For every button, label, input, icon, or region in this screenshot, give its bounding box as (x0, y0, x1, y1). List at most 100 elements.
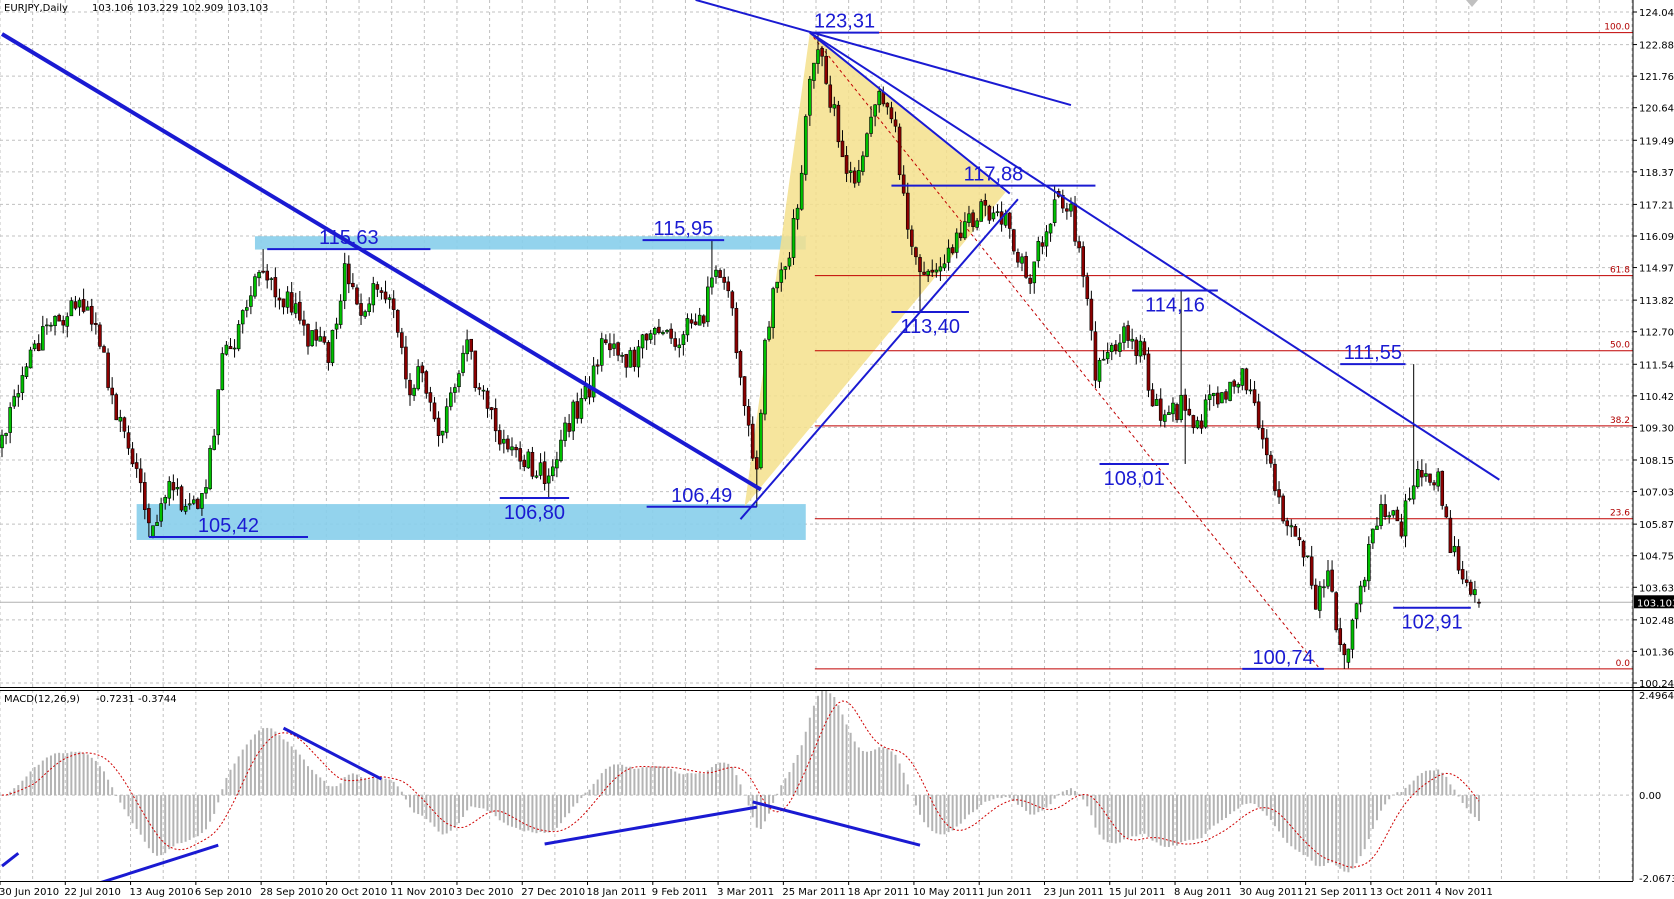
candle[interactable] (1118, 334, 1122, 357)
candle[interactable] (893, 111, 898, 133)
candle[interactable] (946, 239, 951, 271)
candle[interactable] (812, 62, 816, 89)
candle[interactable] (424, 369, 429, 399)
candle[interactable] (265, 264, 270, 289)
candle[interactable] (191, 495, 196, 506)
candle[interactable] (163, 494, 167, 510)
candle[interactable] (106, 348, 110, 391)
candle[interactable] (657, 318, 661, 335)
candle[interactable] (514, 444, 518, 458)
candle[interactable] (754, 450, 759, 507)
candle[interactable] (1126, 320, 1130, 348)
candle[interactable] (1158, 388, 1163, 427)
candle[interactable] (1150, 383, 1155, 407)
candle[interactable] (942, 254, 947, 271)
candle[interactable] (232, 339, 237, 358)
candle[interactable] (1195, 416, 1200, 430)
candle[interactable] (155, 514, 159, 526)
candle[interactable] (836, 100, 841, 148)
candle[interactable] (412, 384, 416, 401)
candle[interactable] (326, 340, 331, 371)
candle[interactable] (477, 382, 482, 396)
candle[interactable] (669, 323, 673, 345)
candle[interactable] (102, 344, 106, 353)
candle[interactable] (130, 442, 135, 468)
candle[interactable] (689, 313, 694, 329)
candle[interactable] (1367, 536, 1371, 590)
candle[interactable] (930, 259, 935, 278)
candle[interactable] (787, 252, 792, 270)
candle[interactable] (212, 429, 216, 451)
candle[interactable] (138, 458, 143, 493)
trendline[interactable] (0, 32, 762, 492)
candle[interactable] (934, 263, 939, 278)
candle[interactable] (1424, 463, 1428, 482)
candle[interactable] (1362, 576, 1367, 593)
candle[interactable] (448, 387, 453, 411)
candle[interactable] (497, 424, 502, 451)
candle[interactable] (938, 257, 943, 281)
candle[interactable] (604, 334, 608, 345)
yellow-triangle-pattern[interactable] (744, 32, 1006, 507)
candle[interactable] (918, 254, 922, 312)
candle[interactable] (885, 102, 890, 115)
candle[interactable] (954, 228, 959, 259)
candle[interactable] (779, 262, 784, 292)
candle[interactable] (81, 288, 86, 314)
candle[interactable] (905, 182, 910, 239)
candle[interactable] (481, 385, 486, 400)
candle[interactable] (49, 322, 53, 332)
candle[interactable] (971, 209, 975, 232)
candle[interactable] (1138, 334, 1143, 363)
candle[interactable] (400, 327, 404, 355)
candle[interactable] (1097, 357, 1102, 389)
candle[interactable] (563, 416, 567, 447)
candle[interactable] (550, 459, 555, 482)
candle[interactable] (877, 86, 882, 113)
candle[interactable] (697, 307, 702, 326)
candle[interactable] (1048, 223, 1053, 242)
candle[interactable] (334, 317, 339, 340)
candle[interactable] (628, 347, 633, 368)
candle[interactable] (1436, 468, 1440, 492)
candle[interactable] (183, 498, 188, 515)
candle[interactable] (1085, 272, 1090, 306)
candle[interactable] (775, 281, 780, 293)
macd-divergence-line[interactable] (544, 805, 758, 846)
candle[interactable] (1252, 380, 1257, 406)
candle[interactable] (1012, 228, 1016, 255)
candle[interactable] (742, 376, 747, 416)
candle[interactable] (245, 300, 249, 318)
candle[interactable] (98, 322, 102, 350)
candle[interactable] (355, 284, 359, 306)
candle[interactable] (502, 429, 506, 454)
candle[interactable] (1224, 389, 1228, 404)
candle[interactable] (1452, 536, 1457, 557)
candle[interactable] (8, 402, 12, 444)
candle[interactable] (367, 297, 372, 316)
candle[interactable] (612, 333, 616, 357)
candle[interactable] (1269, 451, 1273, 468)
candle[interactable] (832, 96, 837, 117)
candle[interactable] (1007, 211, 1012, 239)
candle[interactable] (36, 334, 41, 352)
candle[interactable] (224, 340, 229, 356)
candle[interactable] (1260, 420, 1265, 449)
candle[interactable] (40, 315, 45, 351)
candle[interactable] (538, 453, 543, 480)
candle[interactable] (1232, 379, 1236, 394)
candle[interactable] (595, 359, 600, 375)
candle[interactable] (677, 338, 682, 358)
candle[interactable] (1273, 458, 1277, 496)
candle[interactable] (391, 290, 396, 319)
candle[interactable] (746, 399, 751, 437)
support-resistance-zone[interactable] (136, 504, 806, 540)
candle[interactable] (1142, 338, 1147, 360)
candle[interactable] (763, 338, 767, 421)
candle[interactable] (591, 357, 596, 403)
candle[interactable] (379, 287, 384, 300)
candle[interactable] (1028, 274, 1032, 294)
candle[interactable] (461, 345, 465, 377)
candle[interactable] (681, 330, 686, 356)
candle[interactable] (1395, 506, 1400, 522)
